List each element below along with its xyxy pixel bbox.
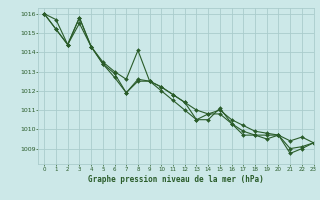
X-axis label: Graphe pression niveau de la mer (hPa): Graphe pression niveau de la mer (hPa) — [88, 175, 264, 184]
